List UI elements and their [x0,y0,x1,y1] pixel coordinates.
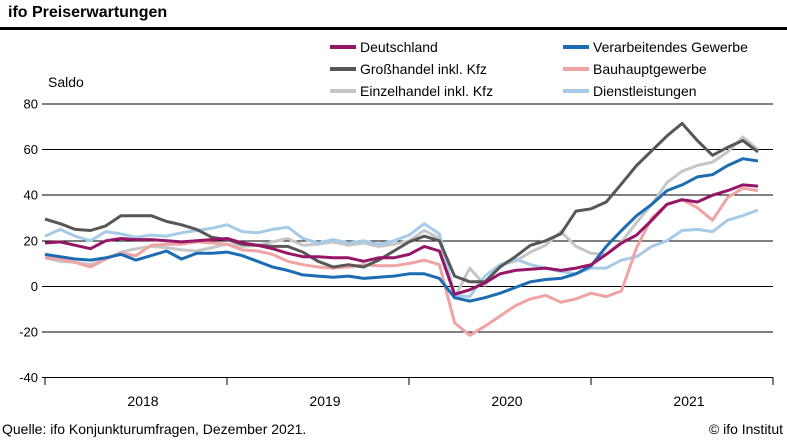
legend-label: Dienstleistungen [593,83,697,99]
y-tick-label: 0 [31,279,38,294]
legend-line-swatch [563,89,589,93]
page-title: ifo Preiserwartungen [8,4,168,21]
series-line-dienstleistungen [44,208,759,299]
legend-item-verarbeitendes-gewerbe: Verarbeitendes Gewerbe [563,36,748,58]
x-tick-label-year: 2020 [491,393,522,409]
y-axis-unit-label: Saldo [48,74,84,90]
legend-line-swatch [563,67,589,71]
series-line-gro-handel-inkl-kfz [44,121,759,284]
legend-label: Bauhauptgewerbe [593,61,707,77]
legend-line-swatch [330,45,356,49]
legend-item-einzelhandel-inkl-kfz: Einzelhandel inkl. Kfz [330,80,493,102]
legend-item-gro-handel-inkl-kfz: Großhandel inkl. Kfz [330,58,493,80]
y-tick-label: 60 [24,142,38,157]
legend-label: Großhandel inkl. Kfz [360,61,487,77]
legend-column-left: Deutschland Großhandel inkl. Kfz Einzelhan… [330,36,493,102]
series-line-bauhauptgewerbe [44,186,759,337]
series-line-deutschland [44,183,759,296]
x-tick-label-year: 2019 [309,393,340,409]
legend-item-dienstleistungen: Dienstleistungen [563,80,748,102]
source-note: Quelle: ifo Konjunkturumfragen, Dezember… [2,421,307,437]
title-divider [0,27,787,30]
y-tick-label: -20 [19,324,38,339]
x-tick-label-year: 2021 [673,393,704,409]
legend-item-bauhauptgewerbe: Bauhauptgewerbe [563,58,748,80]
legend-label: Einzelhandel inkl. Kfz [360,83,494,99]
series-line-verarbeitendes-gewerbe [44,157,759,303]
legend-label: Verarbeitendes Gewerbe [593,39,748,55]
x-tick-label-year: 2018 [127,393,158,409]
y-tick-label: 40 [24,188,38,203]
series-line-einzelhandel-inkl-kfz [44,135,759,300]
legend-label: Deutschland [360,39,438,55]
legend-line-swatch [330,67,356,71]
legend-line-swatch [563,45,589,49]
legend-line-swatch [330,89,356,93]
y-tick-label: 80 [24,97,38,112]
legend-item-deutschland: Deutschland [330,36,493,58]
copyright-note: © ifo Institut [708,421,783,437]
y-tick-label: 20 [24,233,38,248]
y-tick-label: -40 [19,370,38,385]
legend-column-right: Verarbeitendes Gewerbe Bauhauptgewerbe Die… [563,36,748,102]
